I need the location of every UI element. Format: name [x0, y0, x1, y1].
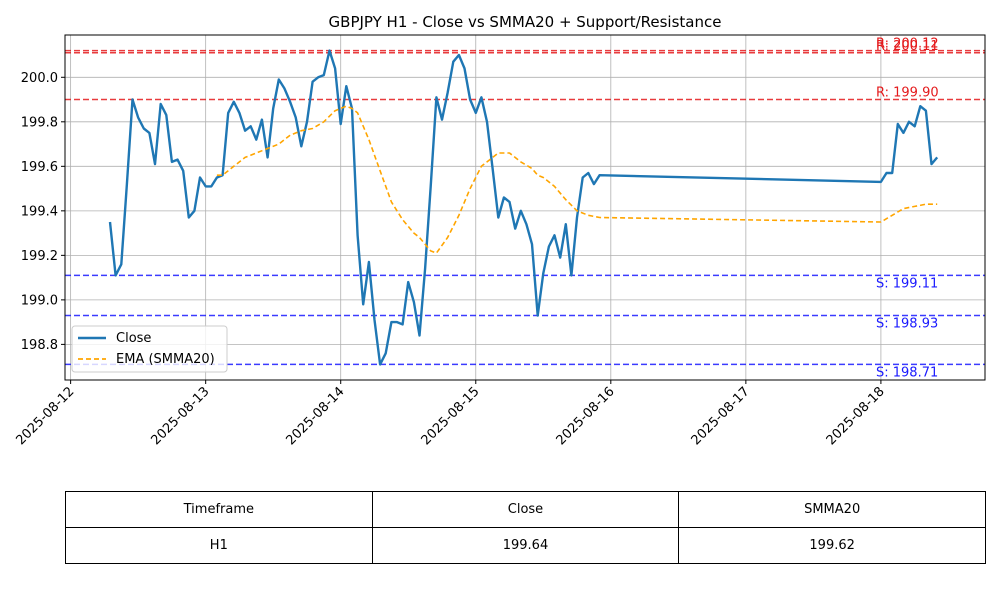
table-cell: 199.64 — [371, 527, 680, 564]
x-tick-label: 2025-08-12 — [13, 384, 77, 448]
table-header-row: Timeframe Close SMMA20 — [65, 491, 986, 528]
y-tick-label: 199.8 — [21, 115, 58, 130]
series-lines — [108, 49, 939, 366]
x-axis: 2025-08-12 2025-08-13 2025-08-14 2025-08-15… — [13, 380, 888, 448]
legend-label-smma: EMA (SMMA20) — [116, 352, 215, 367]
table-cell: 199.62 — [678, 527, 986, 564]
y-tick-label: 199.6 — [21, 160, 58, 175]
table-cell: H1 — [65, 527, 373, 564]
support-resistance-levels: R: 200.12R: 200.11 R: 199.90 S: 199.11 S: 1… — [65, 37, 985, 380]
legend: Close EMA (SMMA20) — [71, 325, 228, 373]
resistance-label: R: 199.90 — [876, 86, 939, 101]
x-tick-label: 2025-08-15 — [419, 384, 483, 448]
x-tick-label: 2025-08-16 — [554, 384, 618, 448]
y-tick-label: 200.0 — [21, 71, 58, 86]
y-tick-label: 199.2 — [21, 249, 58, 264]
series-line-close — [108, 49, 939, 366]
support-label: S: 199.11 — [876, 276, 938, 291]
chart-title: GBPJPY H1 - Close vs SMMA20 + Support/Re… — [329, 13, 722, 31]
table-header-cell: Close — [371, 491, 680, 528]
table-header-cell: Timeframe — [65, 491, 373, 528]
x-tick-label: 2025-08-18 — [824, 384, 888, 448]
plot-frame — [64, 34, 986, 381]
y-axis: 198.8 199.0 199.2 199.4 199.6 199.8 200.0 — [21, 71, 65, 353]
support-label: S: 198.93 — [876, 316, 938, 331]
table-header-cell: SMMA20 — [678, 491, 986, 528]
x-tick-label: 2025-08-14 — [284, 384, 348, 448]
x-tick-label: 2025-08-17 — [689, 384, 753, 448]
legend-box — [71, 325, 228, 373]
summary-table: Timeframe Close SMMA20 H1 199.64 199.62 — [65, 491, 986, 564]
y-tick-label: 198.8 — [21, 338, 58, 353]
table-row: H1 199.64 199.62 — [65, 527, 986, 564]
grid — [65, 35, 985, 380]
x-tick-label: 2025-08-13 — [148, 384, 212, 448]
resistance-label: R: 200.12 — [876, 37, 939, 52]
chart: GBPJPY H1 - Close vs SMMA20 + Support/Re… — [13, 13, 986, 448]
legend-label-close: Close — [116, 331, 151, 346]
y-tick-label: 199.4 — [21, 204, 58, 219]
support-label: S: 198.71 — [876, 365, 938, 380]
resistance-label: R: 200.11 — [876, 39, 939, 54]
series-line-ema-smma20 — [216, 105, 938, 254]
y-tick-label: 199.0 — [21, 293, 58, 308]
